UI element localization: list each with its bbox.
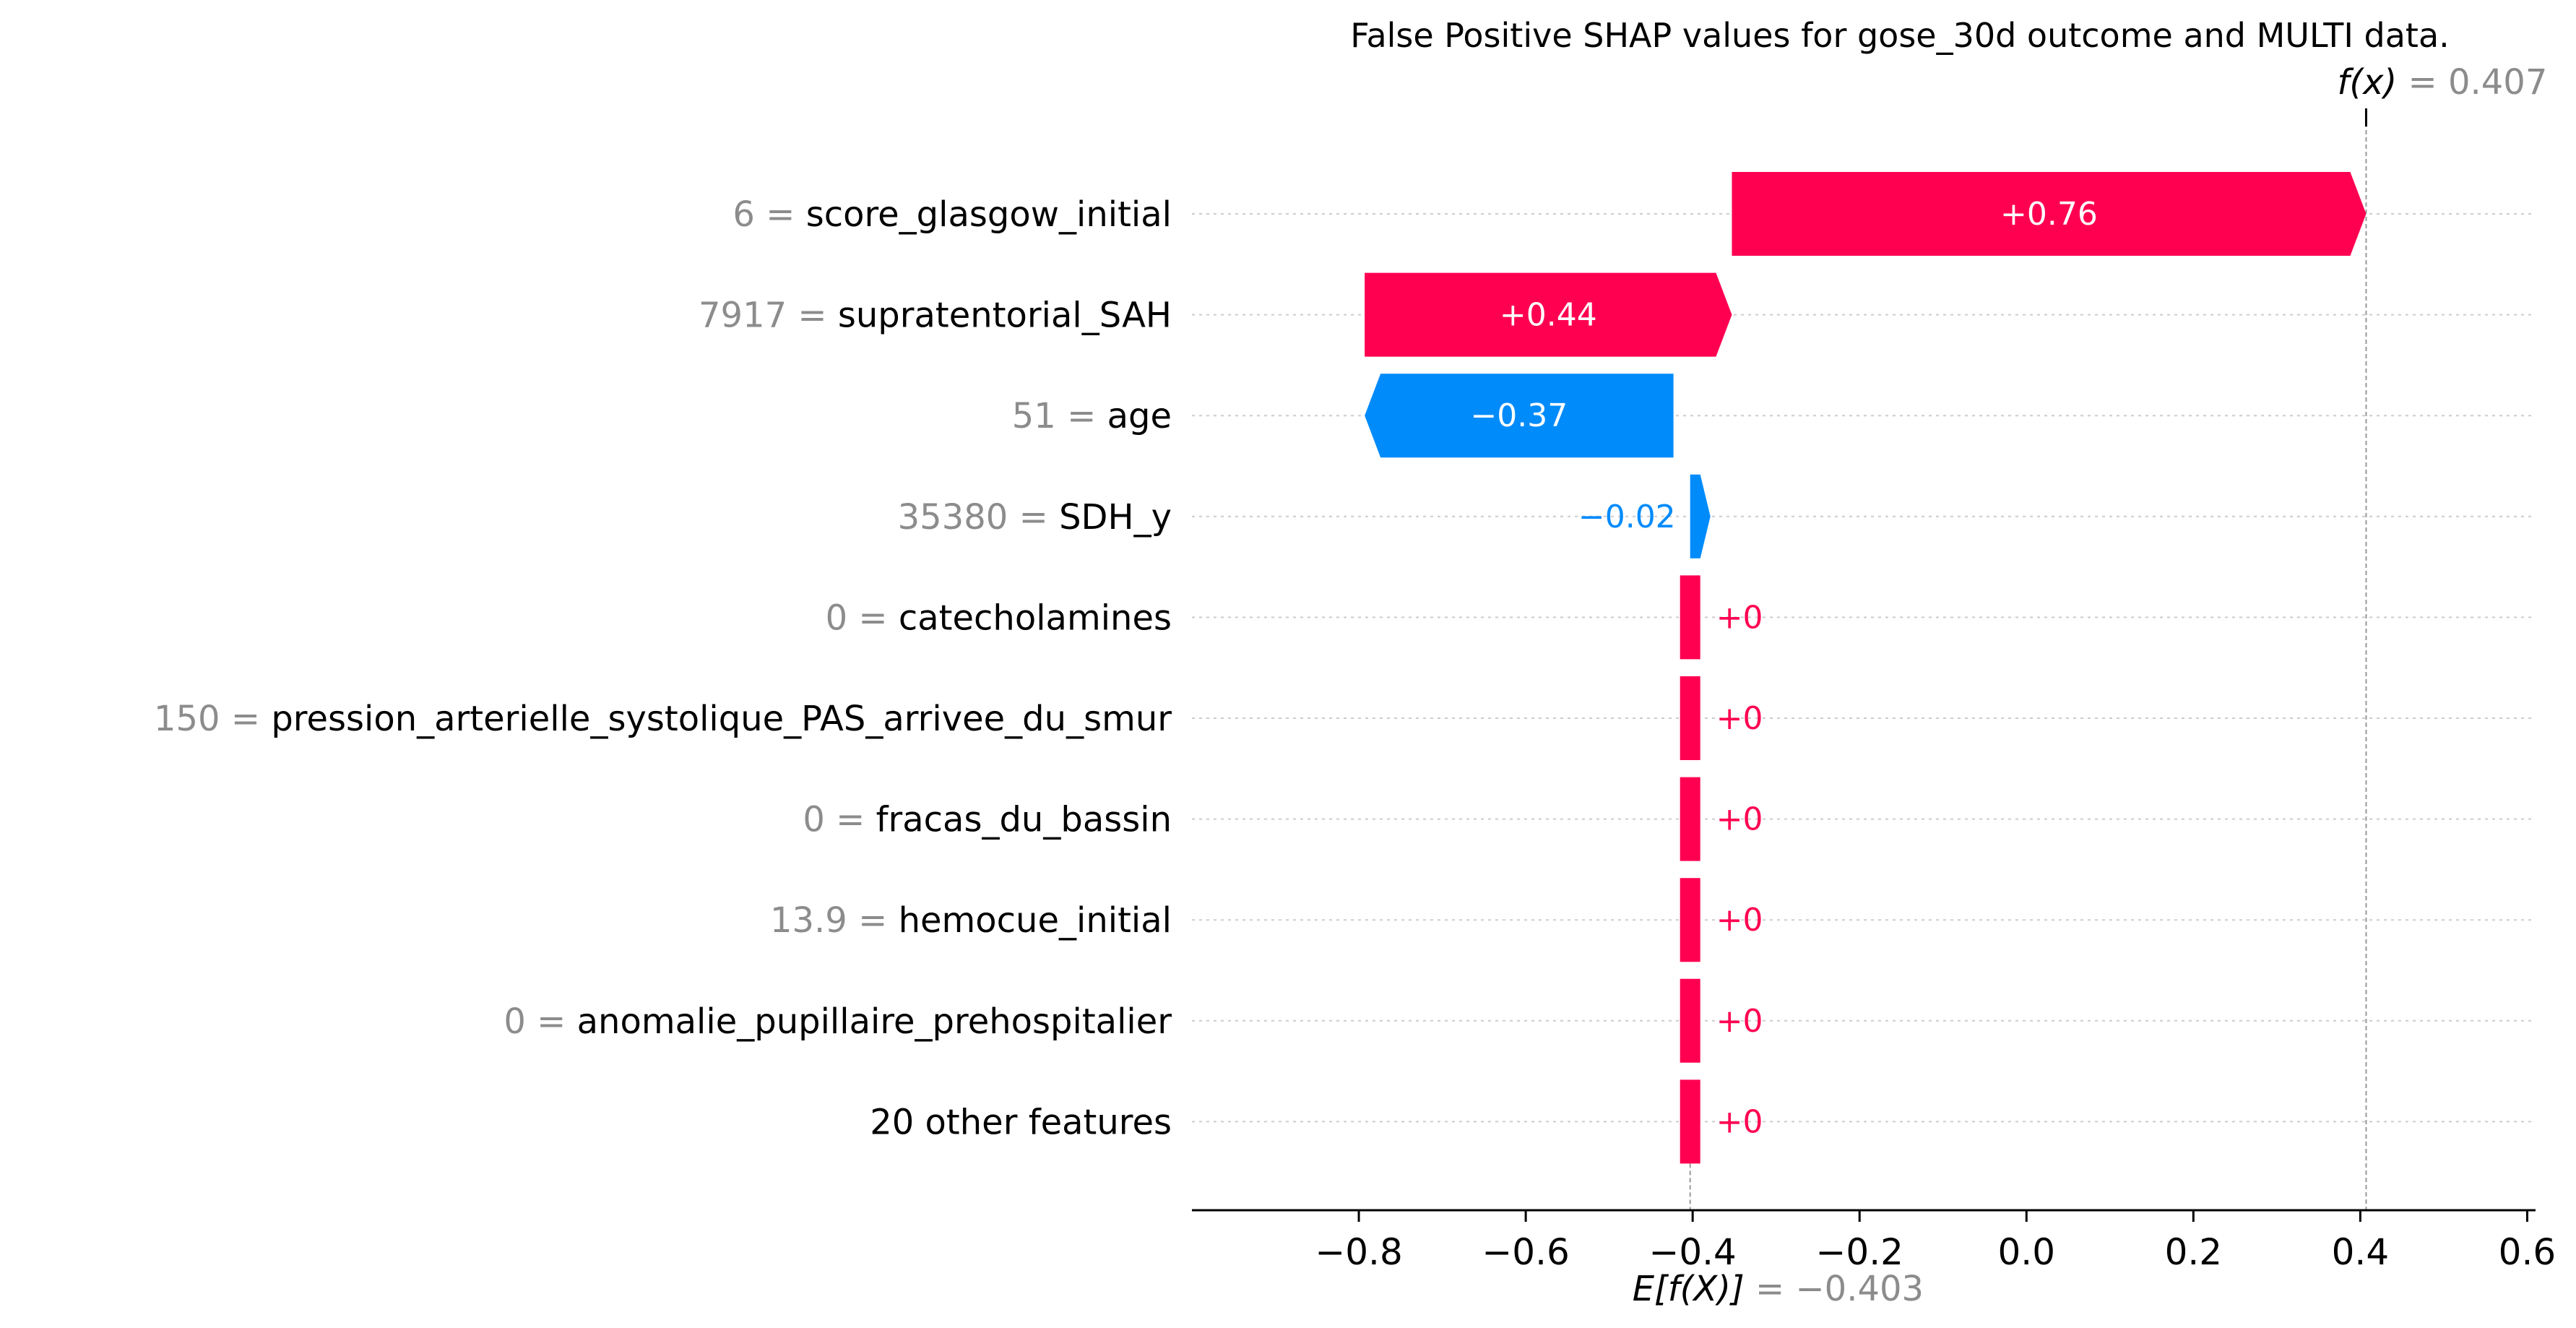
bar-value-label: +0.44 — [1500, 297, 1597, 334]
bar — [1690, 474, 1711, 559]
bars — [1365, 172, 2367, 1164]
feature-name: pression_arterielle_systolique_PAS_arriv… — [271, 699, 1172, 739]
bar-value-label: +0 — [1716, 700, 1763, 737]
feature-label: 13.9 = hemocue_initial — [770, 900, 1172, 941]
feature-value: 51 = — [1012, 396, 1107, 436]
feature-name: fracas_du_bassin — [876, 800, 1172, 840]
bar-value-label: −0.37 — [1470, 397, 1568, 434]
feature-label: 20 other features — [870, 1102, 1172, 1142]
bar — [1680, 575, 1700, 660]
x-tick-label: 0.6 — [2499, 1231, 2556, 1273]
fx-label: f(x) — [2337, 62, 2397, 103]
x-tick-label: 0.4 — [2332, 1231, 2390, 1273]
x-tick-label: −0.2 — [1816, 1231, 1903, 1273]
feature-label: 35380 = SDH_y — [898, 497, 1172, 538]
base-value: = −0.403 — [1745, 1269, 1924, 1309]
bar-value-label: +0 — [1716, 1103, 1763, 1140]
x-tick-label: 0.2 — [2165, 1231, 2223, 1273]
bar — [1365, 272, 1732, 357]
base-label: E[f(X)] — [1633, 1269, 1745, 1309]
fx-value-label: f(x) = 0.407 — [2337, 62, 2547, 103]
feature-value: 0 = — [826, 598, 899, 638]
fx-value: = 0.407 — [2397, 62, 2547, 103]
bar-value-label: +0 — [1716, 1003, 1763, 1040]
feature-name: anomalie_pupillaire_prehospitalier — [577, 1001, 1172, 1042]
chart-title: False Positive SHAP values for gose_30d … — [1350, 16, 2450, 55]
feature-name: hemocue_initial — [899, 900, 1172, 941]
feature-name: supratentorial_SAH — [838, 296, 1172, 336]
feature-name: SDH_y — [1059, 497, 1172, 538]
feature-value: 0 = — [803, 800, 876, 840]
bar-value-label: −0.02 — [1578, 499, 1676, 535]
feature-label: 0 = anomalie_pupillaire_prehospitalier — [503, 1001, 1172, 1042]
x-tick-label: −0.6 — [1482, 1231, 1569, 1273]
feature-label: 7917 = supratentorial_SAH — [699, 296, 1172, 336]
bar — [1680, 878, 1700, 962]
bar — [1680, 676, 1700, 760]
x-axis: −0.8 −0.6 −0.4 −0.2 0.0 0.2 0.4 0.6 — [1192, 1209, 2556, 1273]
bar-value-label: +0 — [1716, 599, 1763, 636]
feature-name: age — [1107, 396, 1172, 436]
feature-label: 6 = score_glasgow_initial — [732, 194, 1172, 235]
x-tick-label: −0.4 — [1648, 1231, 1736, 1273]
feature-value: 7917 = — [699, 296, 838, 336]
feature-label: 0 = catecholamines — [826, 598, 1172, 638]
feature-label: 0 = fracas_du_bassin — [803, 800, 1172, 840]
x-tick-label: 0.0 — [1998, 1231, 2056, 1273]
feature-name: score_glasgow_initial — [806, 194, 1172, 235]
feature-value: 150 = — [154, 699, 271, 739]
feature-value: 0 = — [503, 1001, 576, 1042]
feature-name: 20 other features — [870, 1102, 1172, 1142]
bar — [1680, 1079, 1700, 1164]
bar-value-label: +0.76 — [2000, 196, 2098, 233]
bar — [1680, 777, 1700, 861]
bar-value-label: +0 — [1716, 801, 1763, 838]
bar-value-label: +0 — [1716, 902, 1763, 939]
x-tick-label: −0.8 — [1315, 1231, 1402, 1273]
annotations: +0.76 +0.44 −0.37 −0.02 +0 +0 +0 +0 +0 +0 E[f(X)] … — [1470, 62, 2547, 1309]
bar — [1365, 374, 1674, 458]
bar — [1732, 172, 2367, 256]
feature-value: 35380 = — [898, 497, 1059, 538]
feature-value: 6 = — [732, 194, 805, 235]
reference-lines — [1689, 108, 2367, 1210]
feature-label: 150 = pression_arterielle_systolique_PAS… — [154, 699, 1172, 739]
feature-labels: 6 = score_glasgow_initial 7917 = supraten… — [154, 194, 1172, 1142]
base-value-label: E[f(X)] = −0.403 — [1633, 1269, 1924, 1309]
bar — [1680, 978, 1700, 1063]
feature-label: 51 = age — [1012, 396, 1172, 436]
feature-value: 13.9 = — [770, 900, 899, 941]
feature-name: catecholamines — [899, 598, 1172, 638]
